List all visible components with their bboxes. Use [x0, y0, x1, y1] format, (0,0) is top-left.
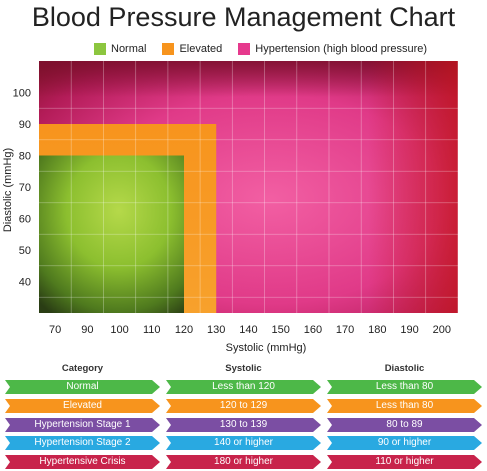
x-tick-label: 160: [304, 324, 322, 336]
systolic-cell: 130 to 139: [166, 418, 321, 432]
diastolic-value: Less than 80: [375, 400, 434, 411]
systolic-cell: 140 or higher: [166, 436, 321, 450]
systolic-value: 120 to 129: [219, 400, 268, 411]
diastolic-value: 90 or higher: [377, 437, 432, 448]
legend-swatch-elevated: [162, 43, 175, 55]
x-tick-label: 100: [110, 324, 128, 336]
x-tick-label: 130: [207, 324, 225, 336]
diastolic-value: 80 to 89: [386, 419, 423, 430]
legend-label-normal: Normal: [111, 43, 147, 55]
x-tick-label: 140: [239, 324, 257, 336]
category-label: Elevated: [63, 400, 102, 411]
y-tick-label: 80: [19, 151, 31, 163]
diastolic-cell: 80 to 89: [327, 418, 482, 432]
diastolic-cell: 110 or higher: [327, 455, 482, 469]
legend-item-hypertension: Hypertension (high blood pressure): [238, 43, 427, 55]
category-cell: Normal: [5, 380, 160, 394]
x-tick-label: 110: [143, 324, 161, 336]
x-tick-label: 150: [271, 324, 289, 336]
bp-chart: 40 50 60 70 80 90 100 70 90 100 110 120 130 140 150 16…: [2, 61, 474, 354]
systolic-cell: Less than 120: [166, 380, 321, 394]
header-category: Category: [61, 363, 104, 374]
x-axis-ticks: 70 90 100 110 120 130 140 150 160 170 180 190 200: [49, 324, 451, 336]
legend: Normal Elevated Hypertension (high blood…: [94, 41, 443, 57]
y-tick-label: 40: [19, 277, 31, 289]
y-tick-label: 70: [19, 182, 31, 194]
y-tick-label: 90: [19, 119, 31, 131]
legend-item-elevated: Elevated: [162, 43, 222, 55]
y-axis-label: Diastolic (mmHg): [2, 148, 14, 232]
diastolic-cell: Less than 80: [327, 399, 482, 413]
diastolic-cell: Less than 80: [327, 380, 482, 394]
y-tick-label: 100: [13, 88, 31, 100]
diastolic-value: Less than 80: [375, 381, 434, 392]
systolic-value: 140 or higher: [214, 437, 273, 448]
category-label: Hypertension Stage 1: [34, 419, 131, 430]
category-cell: Hypertensive Crisis: [5, 455, 160, 469]
category-label: Normal: [66, 381, 99, 392]
x-tick-label: 170: [336, 324, 354, 336]
region-shade-right: [367, 61, 458, 313]
diastolic-cell: 90 or higher: [327, 436, 482, 450]
x-tick-label: 190: [400, 324, 418, 336]
category-cell: Hypertension Stage 2: [5, 436, 160, 450]
systolic-value: Less than 120: [212, 381, 275, 392]
category-cell: Hypertension Stage 1: [5, 418, 160, 432]
legend-swatch-normal: [94, 43, 106, 55]
diastolic-value: 110 or higher: [375, 456, 434, 467]
chart-title: Blood Pressure Management Chart: [31, 2, 456, 32]
header-diastolic: Diastolic: [384, 363, 425, 374]
systolic-value: 180 or higher: [214, 456, 273, 467]
legend-label-hypertension: Hypertension (high blood pressure): [255, 43, 428, 55]
y-tick-label: 50: [19, 245, 31, 257]
x-tick-label: 180: [368, 324, 386, 336]
region-normal: [39, 155, 184, 313]
legend-item-normal: Normal: [94, 43, 146, 55]
x-tick-label: 200: [433, 324, 451, 336]
x-tick-label: 120: [175, 324, 193, 336]
systolic-cell: 120 to 129: [166, 399, 321, 413]
legend-label-elevated: Elevated: [179, 43, 223, 55]
legend-swatch-hypertension: [238, 43, 251, 55]
chart-regions: [39, 61, 458, 313]
systolic-cell: 180 or higher: [166, 455, 321, 469]
systolic-value: 130 to 139: [219, 419, 268, 430]
category-label: Hypertension Stage 2: [34, 437, 131, 448]
category-label: Hypertensive Crisis: [39, 456, 126, 467]
y-axis-ticks: 40 50 60 70 80 90 100: [13, 88, 31, 289]
x-axis-label: Systolic (mmHg): [226, 342, 307, 354]
header-systolic: Systolic: [225, 363, 262, 374]
category-cell: Elevated: [5, 399, 160, 413]
x-tick-label: 70: [49, 324, 61, 336]
x-tick-label: 90: [81, 324, 93, 336]
chart-grid: [39, 61, 474, 313]
y-tick-label: 60: [19, 214, 31, 226]
